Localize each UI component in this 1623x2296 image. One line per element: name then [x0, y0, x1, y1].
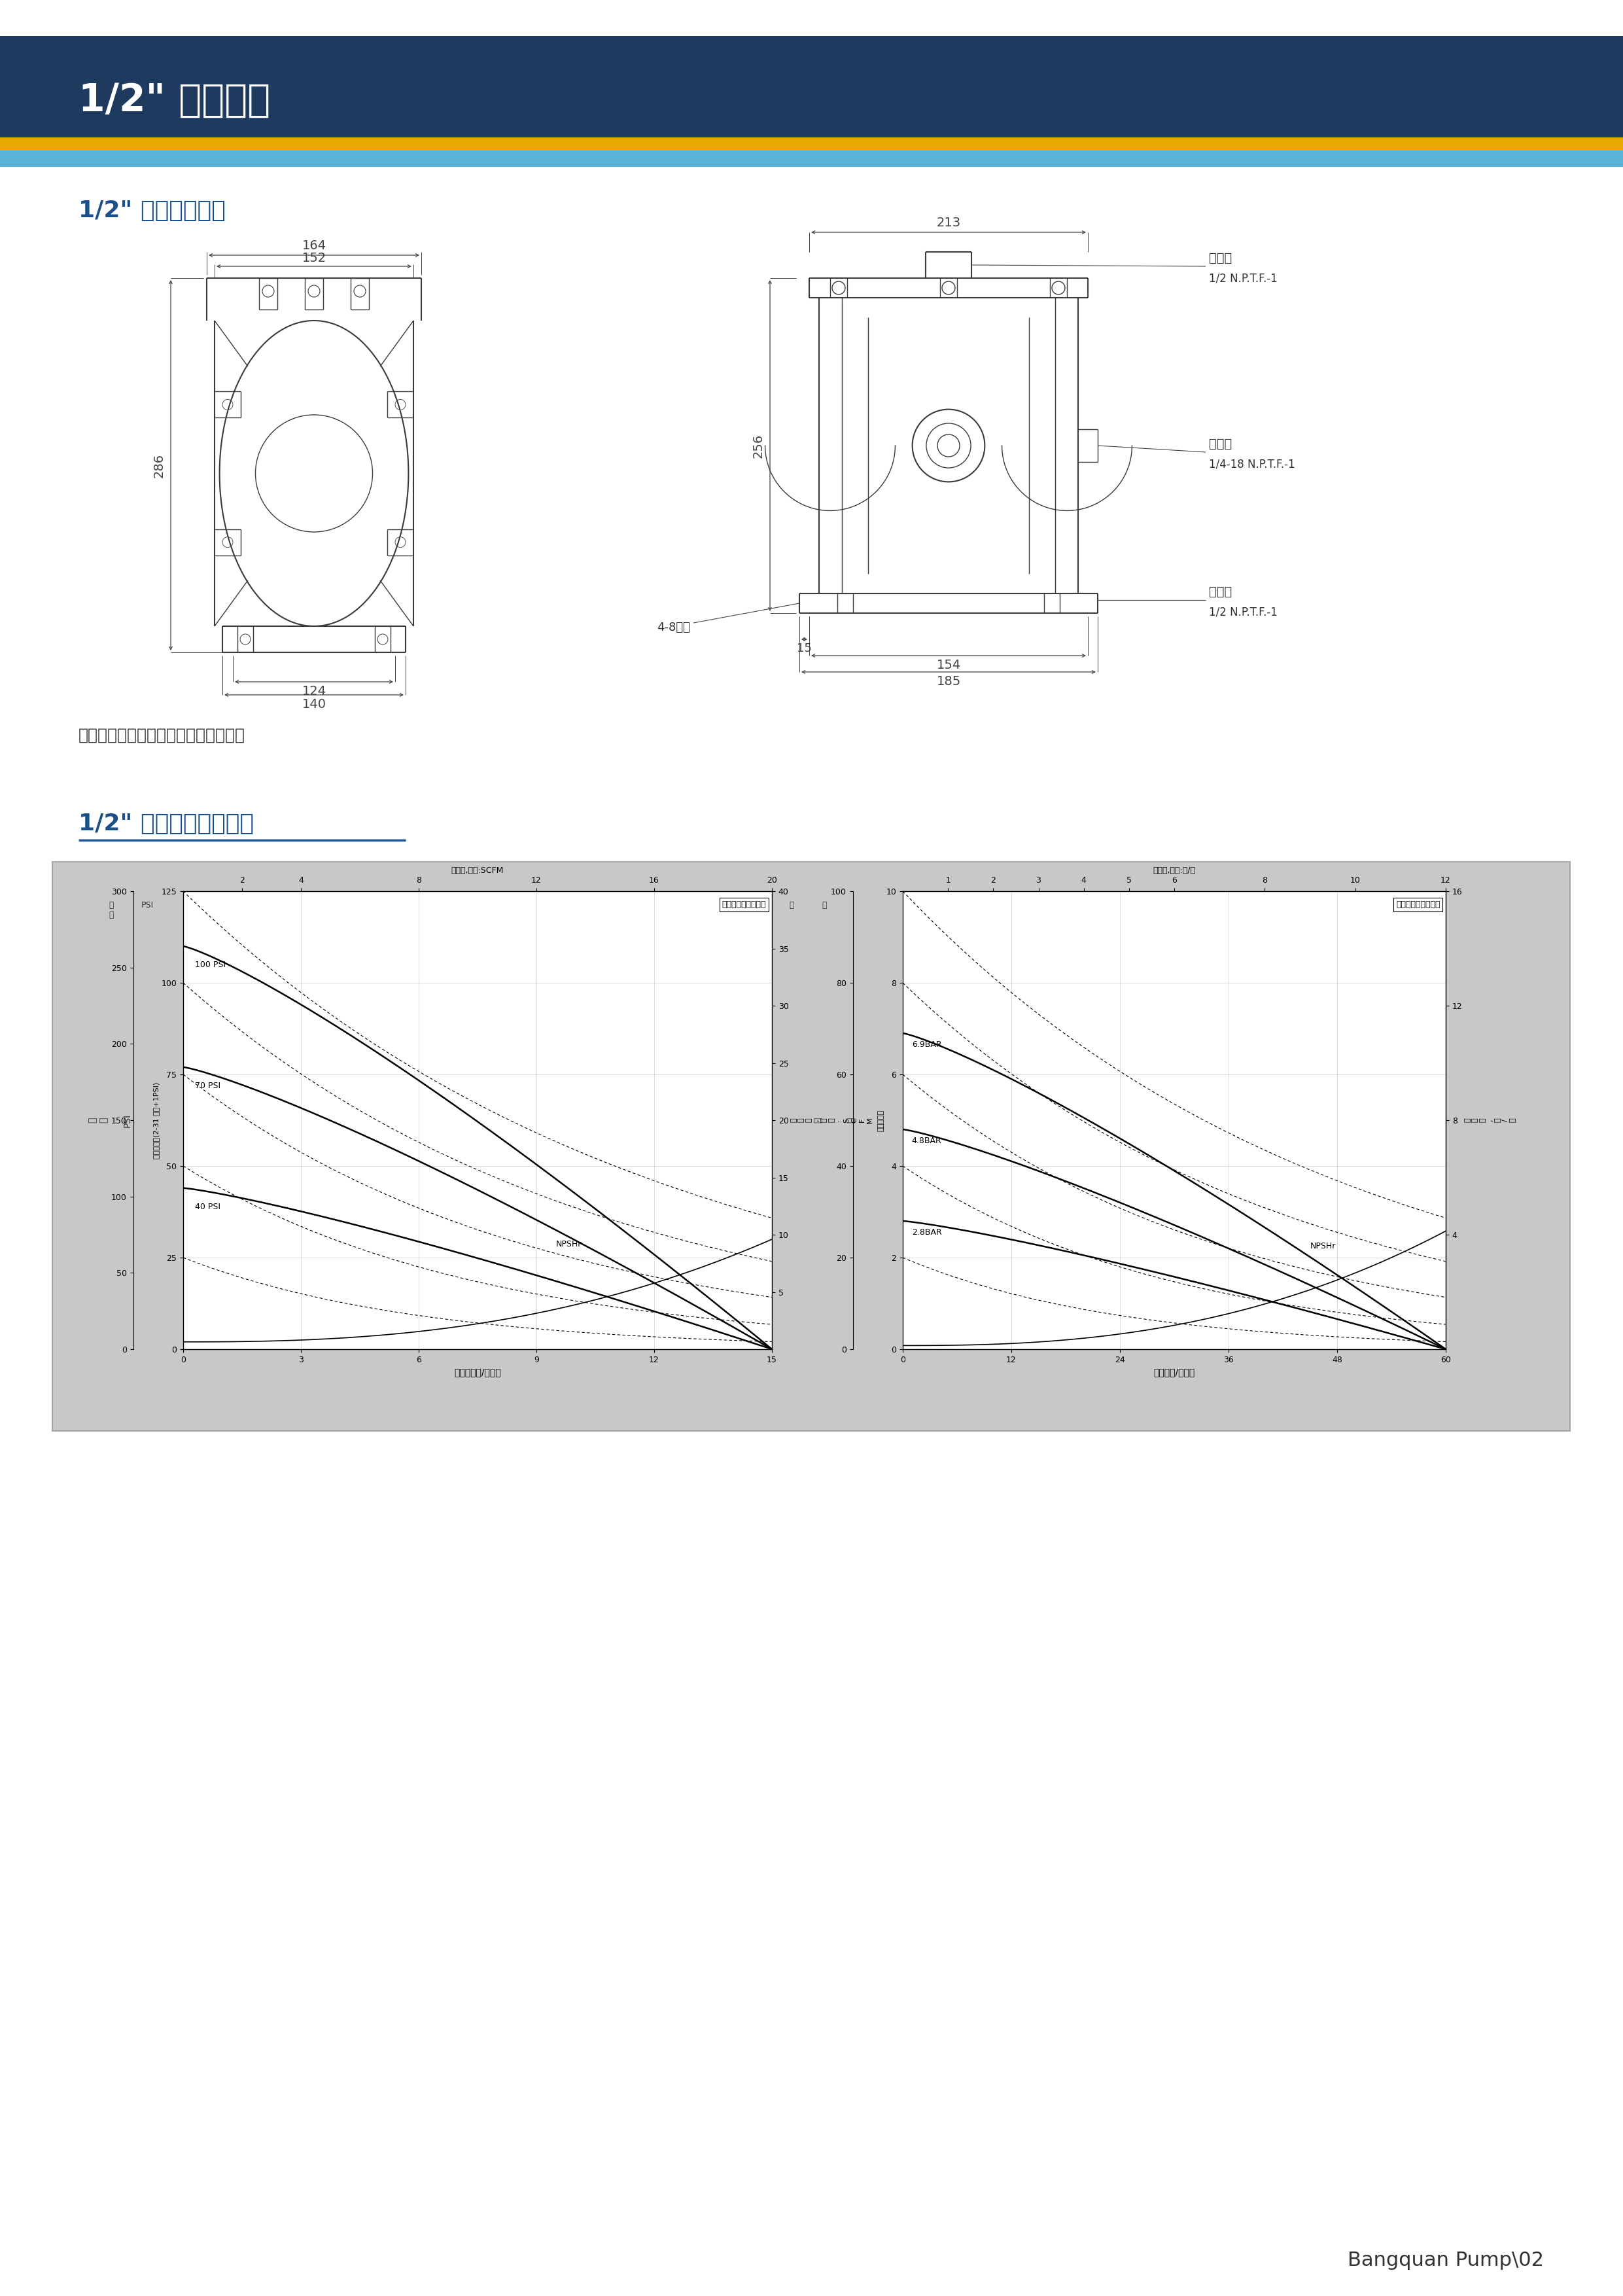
Text: 1/2 N.P.T.F.-1: 1/2 N.P.T.F.-1 — [1209, 273, 1277, 285]
Text: 注：所有尺寸仅供参考，单位为毫米。: 注：所有尺寸仅供参考，单位为毫米。 — [78, 728, 245, 744]
Text: 124: 124 — [302, 684, 326, 698]
Text: 巴: 巴 — [821, 900, 826, 909]
Text: Bangquan Pump\02: Bangquan Pump\02 — [1347, 2250, 1543, 2271]
Text: 1/2" 非金属泵: 1/2" 非金属泵 — [78, 83, 271, 119]
Text: 米: 米 — [813, 1118, 823, 1123]
Text: 进气口: 进气口 — [1209, 585, 1232, 597]
Text: 2.8BAR: 2.8BAR — [912, 1228, 941, 1235]
Text: 70 PSI: 70 PSI — [195, 1081, 221, 1091]
Text: 1/2" 非金属泵尺寸: 1/2" 非金属泵尺寸 — [78, 200, 226, 223]
Text: 1/2 N.P.T.F.-1: 1/2 N.P.T.F.-1 — [1209, 606, 1277, 618]
Text: 152: 152 — [302, 253, 326, 264]
Text: 15: 15 — [797, 643, 812, 654]
Text: 英
尺: 英 尺 — [88, 1118, 109, 1123]
Text: 40 PSI: 40 PSI — [195, 1203, 221, 1212]
Bar — [0, 37, 1623, 138]
Text: 米: 米 — [789, 900, 794, 909]
Text: 进气口: 进气口 — [1209, 253, 1232, 264]
Y-axis label: 耗
气
量
,
单
位
:
S
C
F
M: 耗 气 量 , 单 位 : S C F M — [790, 1118, 873, 1123]
Bar — [52, 861, 1569, 1430]
Text: 164: 164 — [302, 239, 326, 253]
Text: NPSHr: NPSHr — [557, 1240, 581, 1249]
X-axis label: 耗气量,单位:升/秒: 耗气量,单位:升/秒 — [1152, 866, 1196, 875]
Text: 140: 140 — [302, 698, 326, 709]
Text: 213: 213 — [936, 216, 961, 230]
Text: 巴: 巴 — [846, 1118, 855, 1123]
Text: 1/4-18 N.P.T.F.-1: 1/4-18 N.P.T.F.-1 — [1209, 459, 1295, 471]
X-axis label: 流量（升/分钟）: 流量（升/分钟） — [1154, 1368, 1195, 1378]
Text: 基于室温下水的性能: 基于室温下水的性能 — [1396, 900, 1440, 909]
Text: 100 PSI: 100 PSI — [195, 960, 226, 969]
Bar — [0, 138, 1623, 152]
Text: 进气口: 进气口 — [1209, 439, 1232, 450]
Text: NPSHr: NPSHr — [1310, 1242, 1336, 1251]
Text: 286: 286 — [153, 452, 166, 478]
Y-axis label: 耗
气
量
,
升
/
秒: 耗 气 量 , 升 / 秒 — [1464, 1118, 1516, 1123]
X-axis label: 耗气量,单位:SCFM: 耗气量,单位:SCFM — [451, 866, 503, 875]
Text: 4.8BAR: 4.8BAR — [912, 1137, 941, 1146]
Y-axis label: 排出气压差(2-31 英尺+1PSI): 排出气压差(2-31 英尺+1PSI) — [153, 1081, 159, 1159]
Text: 6.9BAR: 6.9BAR — [912, 1040, 941, 1049]
Text: 256: 256 — [753, 434, 764, 457]
Bar — [0, 152, 1623, 168]
Text: 英
尺: 英 尺 — [109, 900, 114, 918]
Text: PSI: PSI — [123, 1114, 131, 1127]
Text: 154: 154 — [936, 659, 961, 670]
Text: 1/2" 非金属泵性能曲线: 1/2" 非金属泵性能曲线 — [78, 813, 253, 836]
Text: 4-8槽口: 4-8槽口 — [657, 622, 690, 634]
Text: PSI: PSI — [141, 900, 154, 909]
Text: 基于室温下水的性能: 基于室温下水的性能 — [722, 900, 766, 909]
X-axis label: 流量（加仓/分钟）: 流量（加仓/分钟） — [454, 1368, 502, 1378]
Text: 185: 185 — [936, 675, 961, 689]
Y-axis label: 排出气压力: 排出气压力 — [878, 1109, 885, 1132]
